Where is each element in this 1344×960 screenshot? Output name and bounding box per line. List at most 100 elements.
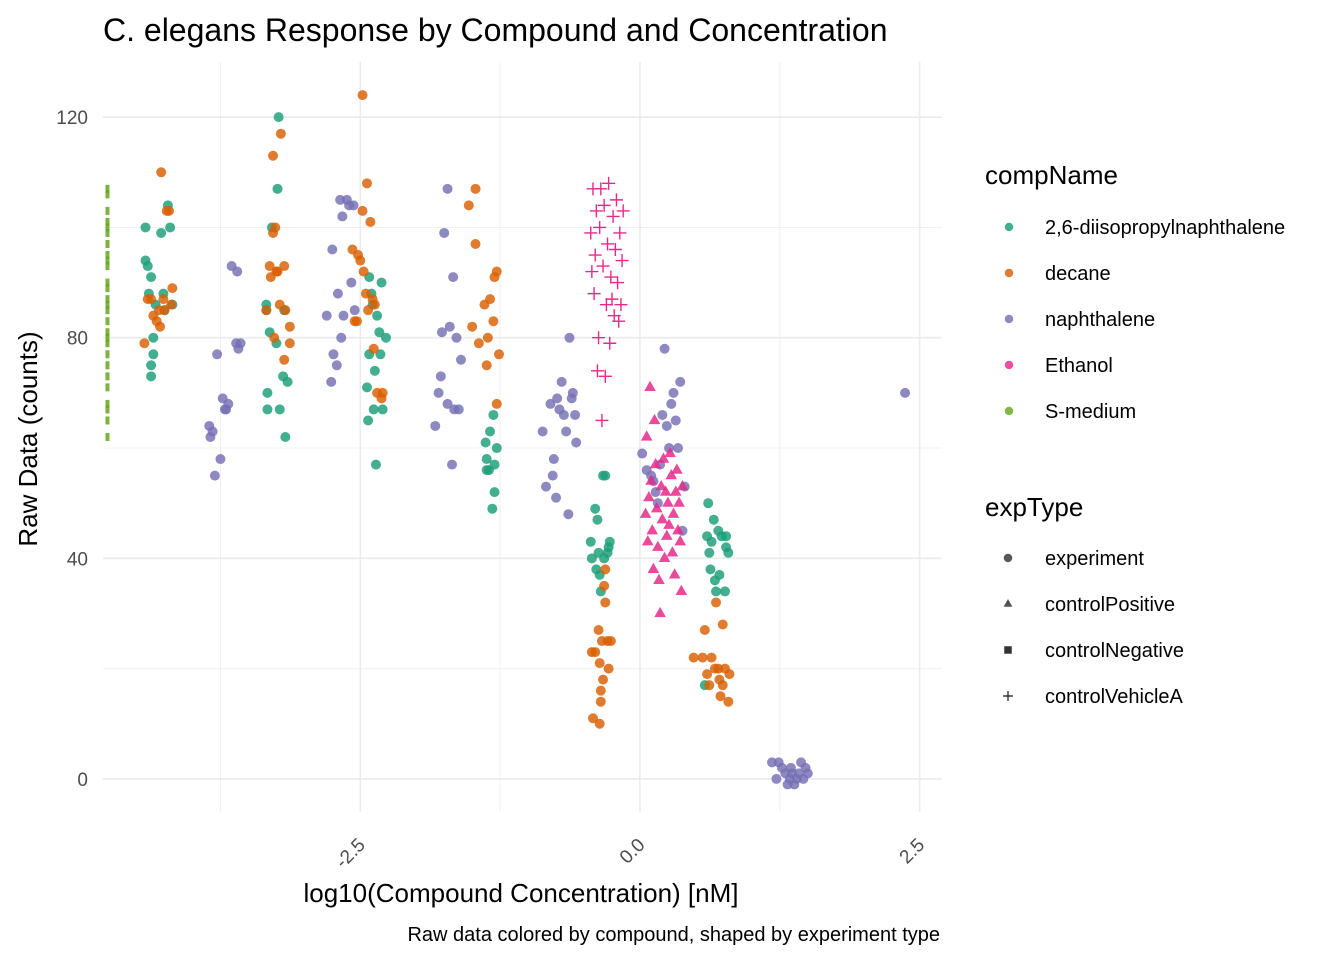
data-point — [105, 383, 110, 392]
data-point — [365, 216, 376, 227]
data-point — [704, 547, 715, 558]
data-point — [668, 568, 681, 579]
data-point — [491, 266, 502, 277]
data-point — [654, 606, 666, 618]
data-point — [105, 190, 110, 199]
legend: compName 2,6-diisopropylnaphthalene decane… — [985, 160, 1285, 708]
data-point — [494, 349, 505, 360]
data-point — [470, 238, 481, 249]
data-point — [661, 529, 673, 540]
data-point — [337, 211, 348, 222]
grid — [103, 62, 942, 812]
data-point — [448, 272, 459, 283]
data-point — [357, 90, 368, 101]
data-point — [105, 228, 110, 237]
data-point — [711, 597, 722, 608]
data-point — [282, 376, 293, 387]
data-point — [346, 277, 357, 288]
legend-label: controlPositive — [1045, 594, 1175, 616]
data-point — [140, 222, 151, 233]
data-point — [648, 413, 661, 425]
data-point — [348, 200, 359, 211]
legend-key — [1004, 646, 1012, 654]
data-point — [430, 420, 441, 431]
data-point — [155, 321, 166, 332]
data-point — [585, 265, 599, 279]
data-point — [488, 409, 499, 420]
series-group — [584, 176, 630, 427]
data-point — [105, 300, 110, 309]
data-point — [381, 332, 392, 343]
data-point — [672, 443, 683, 454]
data-point — [146, 371, 157, 382]
data-point — [590, 503, 601, 514]
data-point — [272, 266, 283, 277]
data-point — [551, 492, 562, 503]
data-point — [368, 404, 379, 415]
data-point — [375, 349, 386, 360]
data-point — [721, 531, 732, 542]
data-point — [487, 503, 498, 514]
data-point — [594, 658, 605, 669]
data-point — [593, 220, 607, 234]
data-point — [105, 339, 110, 348]
data-point — [639, 507, 652, 518]
data-point — [368, 343, 379, 354]
data-point — [488, 316, 499, 327]
data-point — [146, 294, 157, 305]
data-point — [595, 696, 606, 707]
data-point — [599, 298, 613, 312]
data-point — [588, 248, 602, 262]
data-point — [146, 360, 157, 371]
data-point — [724, 669, 735, 680]
data-point — [491, 443, 502, 454]
data-point — [561, 426, 572, 437]
data-point — [656, 513, 669, 524]
data-point — [273, 112, 284, 123]
data-point — [653, 573, 665, 585]
data-point — [261, 305, 272, 316]
data-point — [613, 226, 627, 240]
data-point — [601, 237, 615, 251]
x-axis-title: log10(Compound Concentration) [nM] — [303, 878, 738, 908]
x-tick-label: 0.0 — [616, 835, 650, 869]
data-point — [556, 376, 567, 387]
data-point — [372, 310, 383, 321]
data-point — [558, 409, 569, 420]
data-point — [715, 691, 726, 702]
data-point — [585, 536, 596, 547]
data-point — [547, 470, 558, 481]
data-point — [167, 283, 178, 294]
y-tick-label: 40 — [67, 549, 88, 570]
data-point — [215, 454, 226, 465]
data-point — [702, 669, 713, 680]
legend-label: controlVehicleA — [1045, 686, 1184, 708]
data-point — [586, 553, 597, 564]
y-tick-label: 80 — [67, 329, 88, 350]
legend-label: naphthalene — [1045, 309, 1155, 331]
data-point — [723, 696, 734, 707]
data-point — [270, 222, 281, 233]
data-point — [646, 524, 659, 535]
data-point — [604, 270, 618, 284]
data-point — [647, 562, 660, 573]
data-point — [688, 652, 699, 663]
data-point — [148, 349, 159, 360]
data-point — [357, 205, 368, 216]
data-point — [156, 167, 167, 178]
data-point — [376, 277, 387, 288]
data-point — [463, 200, 474, 211]
data-point — [587, 287, 601, 301]
data-point — [705, 564, 716, 575]
legend-label: experiment — [1045, 548, 1144, 570]
data-point — [435, 371, 446, 382]
data-point — [552, 393, 563, 404]
data-point — [596, 259, 610, 273]
legend-key — [1004, 360, 1014, 370]
data-point — [338, 310, 349, 321]
data-point — [370, 459, 381, 470]
data-point — [594, 182, 608, 196]
data-point — [663, 518, 675, 529]
data-point — [262, 387, 273, 398]
legend-key — [1004, 314, 1014, 324]
